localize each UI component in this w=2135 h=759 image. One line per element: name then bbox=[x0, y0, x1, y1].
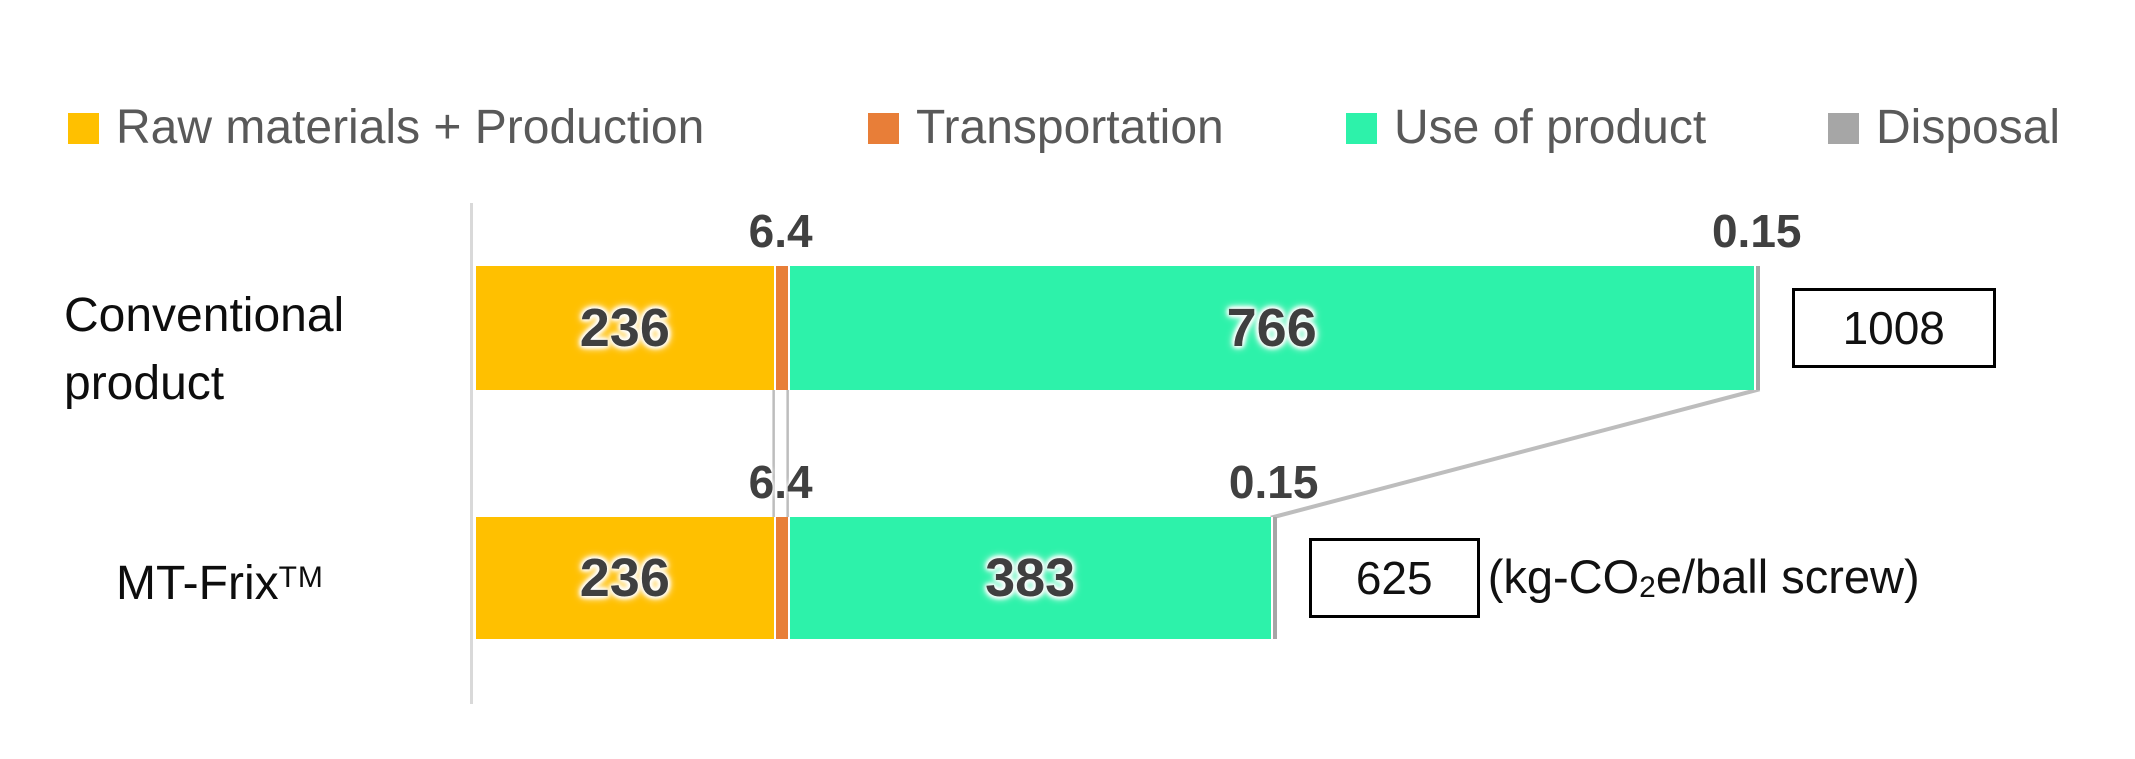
unit-text: e/ball screw) bbox=[1655, 550, 1920, 604]
segment-value-callout: 0.15 bbox=[1228, 456, 1319, 508]
bar-conventional-product-segment-raw-materials-production: 236 bbox=[476, 266, 774, 390]
bar-conventional-product-segment-transportation bbox=[773, 266, 788, 390]
category-label-mtfrix-text: MT-Frix bbox=[116, 557, 279, 610]
segment-value-callout: 6.4 bbox=[748, 456, 813, 508]
unit-label: (kg-CO2e/ball screw) bbox=[1488, 553, 1920, 603]
segment-value-callout: 6.4 bbox=[748, 205, 813, 257]
bar-mt-frix-segment-raw-materials-production: 236 bbox=[476, 517, 774, 639]
total-value-box: 1008 bbox=[1791, 288, 1996, 368]
legend-swatch-transportation-icon bbox=[868, 112, 899, 144]
bar-mt-frix-segment-transportation bbox=[773, 517, 788, 639]
bar-value-label: 236 bbox=[579, 298, 670, 358]
legend-item-raw-materials-production: Raw materials + Production bbox=[68, 101, 705, 154]
legend-label: Transportation bbox=[916, 101, 1224, 154]
legend-label: Raw materials + Production bbox=[116, 101, 705, 154]
category-label-mtfrix: MT-FrixTM bbox=[116, 556, 324, 611]
legend-label: Use of product bbox=[1394, 101, 1707, 154]
legend-swatch-raw-materials-icon bbox=[68, 112, 99, 144]
legend-swatch-use-of-product-icon bbox=[1346, 112, 1377, 144]
segment-value-callout: 0.15 bbox=[1711, 205, 1802, 257]
series-connector-line bbox=[1270, 388, 1755, 519]
legend-item-disposal: Disposal bbox=[1828, 101, 2061, 154]
bar-mt-frix-segment-use-of-product: 383 bbox=[787, 517, 1271, 639]
bar-value-label: 766 bbox=[1226, 298, 1317, 358]
legend-swatch-disposal-icon bbox=[1828, 112, 1859, 144]
legend-item-use-of-product: Use of product bbox=[1346, 101, 1707, 154]
legend-label: Disposal bbox=[1876, 101, 2061, 154]
value-axis-line bbox=[470, 203, 473, 704]
bar-value-label: 236 bbox=[579, 548, 670, 608]
unit-text: (kg-CO bbox=[1487, 550, 1640, 604]
total-value-box: 625 bbox=[1308, 538, 1480, 618]
unit-subscript: 2 bbox=[1639, 570, 1656, 604]
category-label-conventional-product: Conventional product bbox=[64, 289, 345, 411]
series-connector-line bbox=[1276, 388, 1761, 519]
bar-conventional-product-segment-disposal bbox=[1753, 266, 1760, 390]
legend-item-transportation: Transportation bbox=[868, 101, 1224, 154]
bar-value-label: 383 bbox=[985, 548, 1076, 608]
trademark-superscript: TM bbox=[278, 561, 324, 595]
bar-mt-frix-segment-disposal bbox=[1270, 517, 1277, 639]
bar-conventional-product-segment-use-of-product: 766 bbox=[787, 266, 1754, 390]
